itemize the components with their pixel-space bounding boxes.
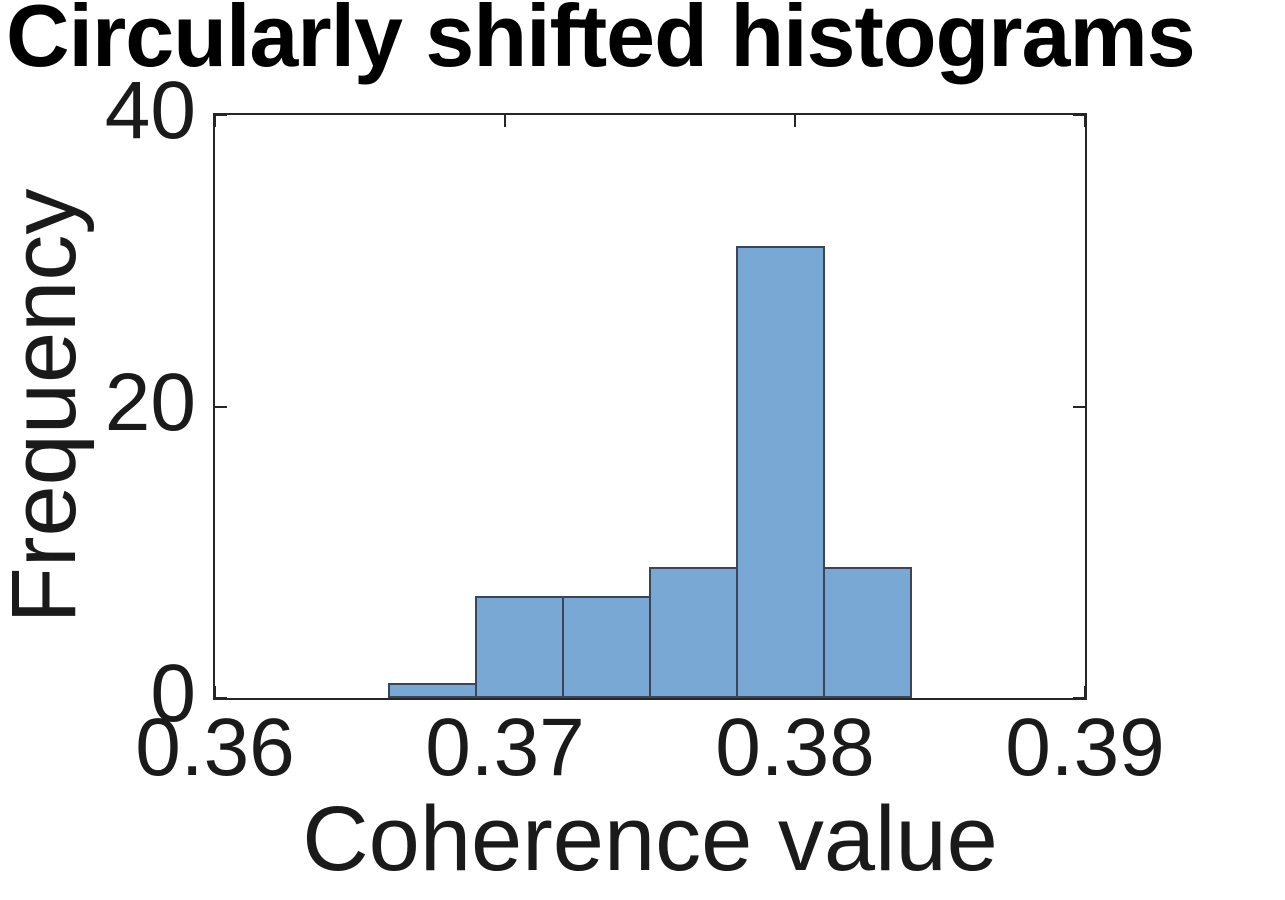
histogram-bar xyxy=(736,246,825,698)
x-tick-label: 0.37 xyxy=(425,702,585,793)
histogram-bar xyxy=(823,567,912,698)
x-tick-mark xyxy=(1084,686,1086,698)
y-tick-label: 20 xyxy=(104,356,196,448)
x-tick-mark xyxy=(214,686,216,698)
y-tick-label: 0 xyxy=(150,648,196,739)
x-tick-label: 0.38 xyxy=(715,702,875,793)
y-axis-label: Frequency xyxy=(0,188,95,624)
x-tick-mark xyxy=(794,115,796,127)
chart-title: Circularly shifted histograms xyxy=(6,0,1196,85)
y-tick-label: 40 xyxy=(104,65,196,156)
x-tick-mark xyxy=(504,115,506,127)
x-tick-label: 0.39 xyxy=(1005,702,1165,793)
y-tick-mark xyxy=(215,405,227,408)
histogram-bar xyxy=(475,596,564,698)
y-tick-mark xyxy=(1073,405,1085,408)
histogram-bar xyxy=(388,683,477,698)
x-tick-mark xyxy=(1084,115,1086,127)
y-tick-mark xyxy=(215,114,227,116)
y-tick-mark xyxy=(1073,114,1085,116)
x-tick-mark xyxy=(214,115,216,127)
plot-area xyxy=(213,113,1087,700)
y-tick-mark xyxy=(215,697,227,699)
x-axis-label: Coherence value xyxy=(302,788,998,890)
x-tick-label: 0.36 xyxy=(135,702,295,793)
y-tick-mark xyxy=(1073,697,1085,699)
histogram-bar xyxy=(649,567,738,698)
histogram-bar xyxy=(562,596,651,698)
